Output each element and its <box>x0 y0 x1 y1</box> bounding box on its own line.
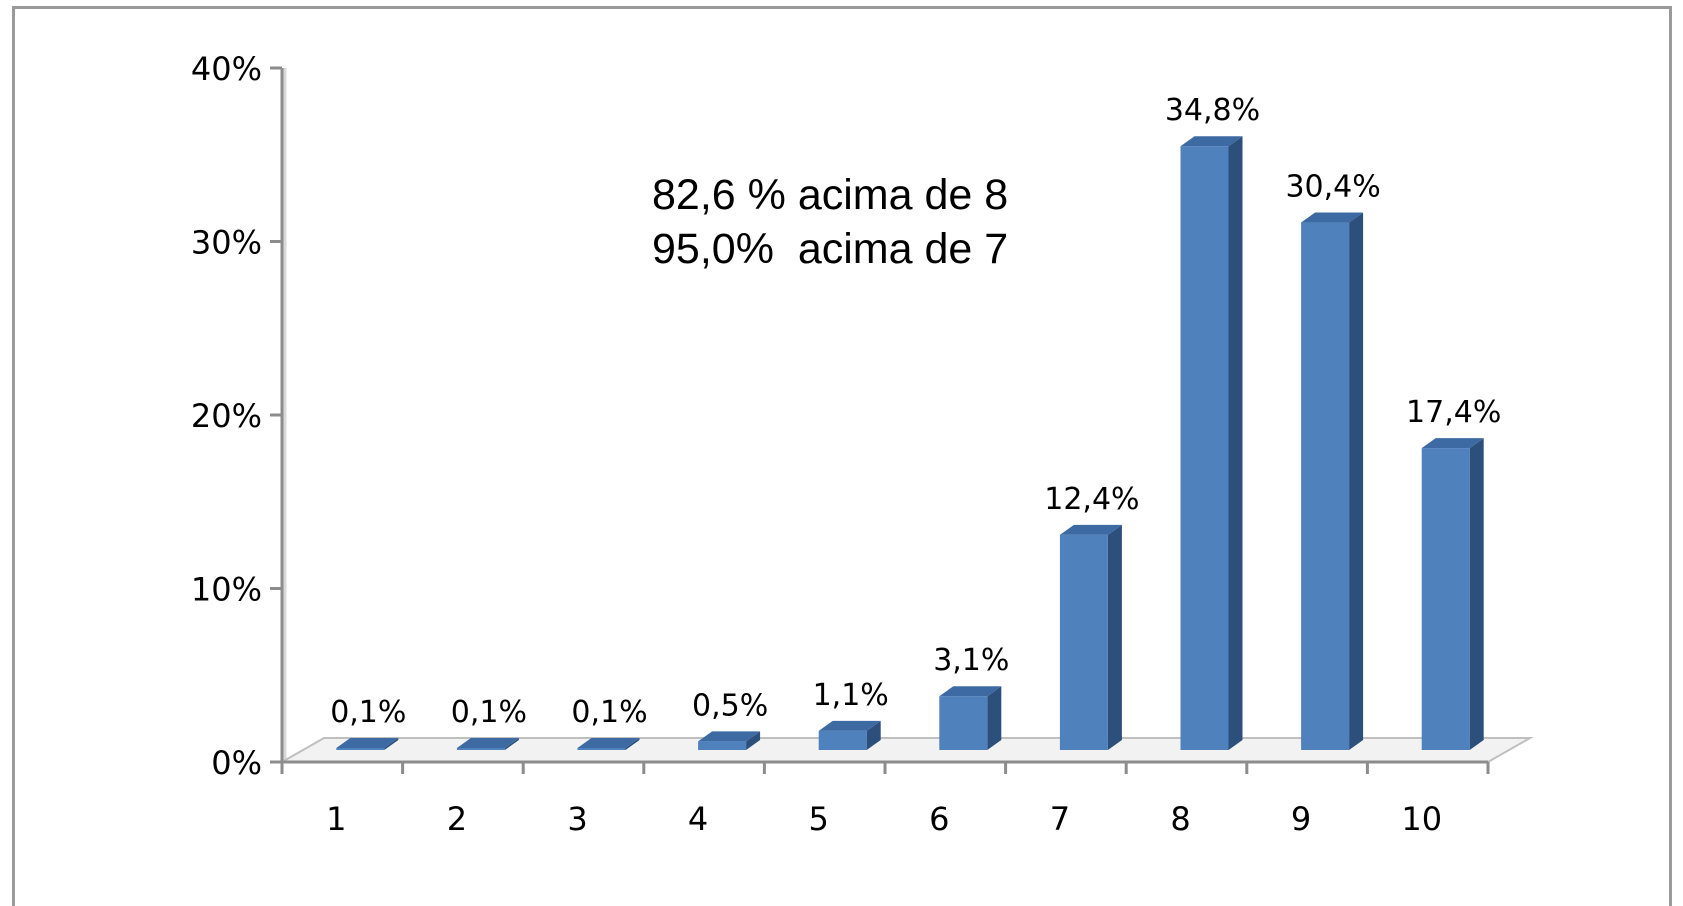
y-tick-label: 10% <box>191 571 262 609</box>
x-tick-label: 5 <box>809 800 829 838</box>
bar-top <box>939 686 1002 697</box>
bar-top <box>1180 136 1243 147</box>
bar <box>456 748 505 750</box>
bar-side <box>1469 438 1484 750</box>
bar <box>1301 222 1350 750</box>
data-label: 1,1% <box>813 678 889 713</box>
y-tick-label: 40% <box>191 50 262 88</box>
data-label: 17,4% <box>1406 395 1501 430</box>
bar-side <box>384 738 399 750</box>
x-tick-label: 4 <box>688 800 708 838</box>
bar-side <box>746 731 761 750</box>
bar <box>336 748 385 750</box>
x-tick-label: 6 <box>929 800 949 838</box>
bar-top <box>818 720 881 731</box>
y-tick-label: 20% <box>191 397 262 435</box>
bar-top <box>1059 524 1122 535</box>
data-label: 0,5% <box>692 688 768 723</box>
bar-side <box>1107 524 1122 750</box>
data-label: 30,4% <box>1285 170 1380 205</box>
bar <box>939 696 988 750</box>
bar-top <box>577 738 640 748</box>
bar-side <box>625 738 640 750</box>
bar-top <box>1421 438 1484 449</box>
x-tick-label: 9 <box>1291 800 1311 838</box>
bar <box>818 730 867 750</box>
bar <box>1421 448 1470 750</box>
x-tick-label: 1 <box>326 800 346 838</box>
bar-top <box>1301 212 1364 223</box>
bar <box>577 748 626 750</box>
x-tick-label: 2 <box>447 800 467 838</box>
chart-annotation: 82,6 % acima de 8 95,0% acima de 7 <box>652 168 1008 276</box>
bar-side <box>504 738 519 750</box>
data-label: 0,1% <box>451 695 527 730</box>
chart-frame <box>12 6 1672 906</box>
annotation-line-2: 95,0% acima de 7 <box>652 225 1009 273</box>
bar-side <box>1349 212 1364 750</box>
bar <box>1180 146 1229 751</box>
bar-top <box>456 738 519 748</box>
annotation-line-1: 82,6 % acima de 8 <box>652 171 1009 219</box>
data-label: 34,8% <box>1165 93 1260 128</box>
x-tick-label: 10 <box>1401 800 1442 838</box>
x-tick-label: 7 <box>1050 800 1070 838</box>
x-tick-label: 3 <box>567 800 587 838</box>
data-label: 0,1% <box>571 695 647 730</box>
bar-top <box>336 738 399 748</box>
bar <box>698 741 747 750</box>
bar-side <box>1228 136 1243 751</box>
bar-top <box>698 731 761 742</box>
bar-side <box>866 720 881 750</box>
data-label: 0,1% <box>330 695 406 730</box>
y-tick-label: 30% <box>191 224 262 262</box>
x-tick-label: 8 <box>1170 800 1190 838</box>
data-label: 12,4% <box>1044 482 1139 517</box>
bar <box>1059 534 1108 750</box>
bar-chart: 0% 10% 20% 30% 40% 0,1% 1 0,1% 2 0,1% 3 0,5% 4 1,1% 5 3… <box>191 50 1534 838</box>
y-tick-label: 0% <box>211 744 262 782</box>
bar-side <box>987 686 1002 750</box>
data-label: 3,1% <box>933 643 1009 678</box>
